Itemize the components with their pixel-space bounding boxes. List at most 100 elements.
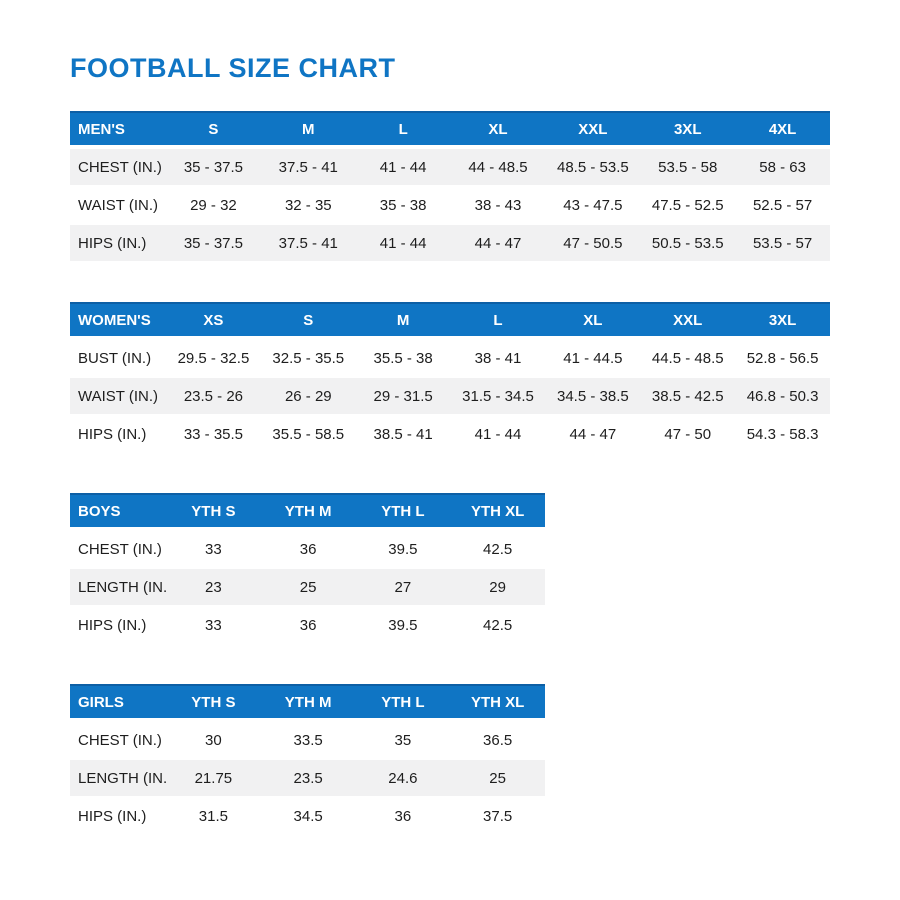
column-header: YTH L (381, 502, 425, 520)
cell-value: 46.8 - 50.3 (746, 387, 819, 405)
cell-value: 23.5 - 26 (183, 387, 244, 405)
cell-value: 38.5 - 41 (373, 425, 433, 443)
cell-value: 37.5 - 41 (278, 234, 338, 252)
table-group-label: MEN'S (78, 120, 125, 138)
cell-value: 23.5 (293, 769, 323, 787)
cell-value: 44 - 48.5 (468, 158, 528, 176)
row-label: HIPS (IN.) (78, 425, 147, 443)
column-header: YTH XL (470, 502, 525, 520)
cell-value: 54.3 - 58.3 (746, 425, 819, 443)
cell-value: 26 - 29 (284, 387, 332, 405)
cell-value: 43 - 47.5 (563, 196, 623, 214)
table-row: WAIST (IN.) 23.5 - 26 26 - 29 29 - 31.5 31.5… (70, 378, 830, 414)
column-header: 4XL (768, 120, 797, 138)
column-header: M (302, 120, 315, 138)
cell-value: 35 - 37.5 (183, 158, 244, 176)
cell-value: 37.5 - 41 (278, 158, 338, 176)
table-row: CHEST (IN.) 30 33.5 35 36.5 (70, 722, 545, 758)
column-header: S (303, 311, 314, 329)
cell-value: 36 (299, 540, 317, 558)
row-label: WAIST (IN.) (78, 196, 158, 214)
cell-value: 32 - 35 (284, 196, 332, 214)
cell-value: 33 (205, 616, 222, 634)
cell-value: 34.5 - 38.5 (557, 387, 629, 405)
cell-value: 34.5 (293, 807, 323, 825)
cell-value: 32.5 - 35.5 (272, 349, 345, 367)
cell-value: 37.5 (483, 807, 513, 825)
cell-value: 29 - 31.5 (373, 387, 433, 405)
cell-value: 39.5 (388, 540, 418, 558)
column-header: YTH L (381, 693, 425, 711)
column-header: YTH S (191, 502, 236, 520)
cell-value: 33 - 35.5 (183, 425, 244, 443)
table-row: BUST (IN.) 29.5 - 32.5 32.5 - 35.5 35.5 - 3… (70, 340, 830, 376)
cell-value: 41 - 44 (379, 234, 427, 252)
cell-value: 41 - 44 (379, 158, 427, 176)
table-row: LENGTH (IN.) 21.75 23.5 24.6 25 (70, 760, 545, 796)
table-row: WAIST (IN.) 29 - 32 32 - 35 35 - 38 38 - 43 4… (70, 187, 830, 223)
row-label: BUST (IN.) (78, 349, 152, 367)
cell-value: 44 - 47 (569, 425, 617, 443)
cell-value: 33.5 (293, 731, 323, 749)
table-group-label: BOYS (78, 502, 121, 520)
cell-value: 38.5 - 42.5 (651, 387, 724, 405)
cell-value: 48.5 - 53.5 (557, 158, 629, 176)
size-table-mens: MEN'S S M L XL XXL 3XL 4XL CHEST (IN.) 35 - 37.… (70, 111, 830, 261)
column-header: 3XL (673, 120, 702, 138)
cell-value: 42.5 (483, 616, 513, 634)
cell-value: 52.8 - 56.5 (746, 349, 819, 367)
row-label: WAIST (IN.) (78, 387, 158, 405)
row-label: HIPS (IN.) (78, 807, 147, 825)
cell-value: 29 (489, 578, 506, 596)
cell-value: 33 (205, 540, 222, 558)
size-table-womens: WOMEN'S XS S M L XL XXL 3XL BUST (IN.) 29.5 - 3… (70, 302, 830, 452)
column-header: YTH M (284, 693, 332, 711)
cell-value: 38 - 43 (474, 196, 522, 214)
column-header: YTH S (191, 693, 236, 711)
column-header: XXL (578, 120, 608, 138)
table-group-label: GIRLS (78, 693, 124, 711)
column-header: L (493, 311, 503, 329)
column-header: XL (488, 120, 508, 138)
cell-value: 25 (489, 769, 506, 787)
cell-value: 53.5 - 58 (658, 158, 718, 176)
table-row: CHEST (IN.) 35 - 37.5 37.5 - 41 41 - 44 44 -… (70, 149, 830, 185)
cell-value: 29 - 32 (190, 196, 237, 214)
column-header: 3XL (768, 311, 797, 329)
cell-value: 29.5 - 32.5 (177, 349, 250, 367)
column-header: L (398, 120, 408, 138)
cell-value: 41 - 44.5 (563, 349, 623, 367)
cell-value: 47 - 50.5 (563, 234, 623, 252)
table-header-row: BOYS YTH S YTH M YTH L YTH XL (70, 493, 545, 527)
cell-value: 44 - 47 (474, 234, 522, 252)
column-header: XXL (673, 311, 703, 329)
table-row: CHEST (IN.) 33 36 39.5 42.5 (70, 531, 545, 567)
cell-value: 31.5 (198, 807, 228, 825)
table-header-row: GIRLS YTH S YTH M YTH L YTH XL (70, 684, 545, 718)
row-label: CHEST (IN.) (78, 540, 162, 558)
table-row: HIPS (IN.) 35 - 37.5 37.5 - 41 41 - 44 44 - … (70, 225, 830, 261)
row-label: HIPS (IN.) (78, 616, 147, 634)
column-header: XL (583, 311, 603, 329)
row-label: CHEST (IN.) (78, 731, 162, 749)
cell-value: 36 (299, 616, 317, 634)
cell-value: 25 (299, 578, 317, 596)
table-row: HIPS (IN.) 33 - 35.5 35.5 - 58.5 38.5 - 41 4… (70, 416, 830, 452)
cell-value: 38 - 41 (474, 349, 522, 367)
cell-value: 30 (205, 731, 222, 749)
cell-value: 27 (394, 578, 412, 596)
table-group-label: WOMEN'S (78, 311, 151, 329)
table-row: LENGTH (IN.) 23 25 27 29 (70, 569, 545, 605)
row-label: CHEST (IN.) (78, 158, 162, 176)
row-label: HIPS (IN.) (78, 234, 147, 252)
cell-value: 47 - 50 (664, 425, 712, 443)
cell-value: 44.5 - 48.5 (651, 349, 724, 367)
row-label: LENGTH (IN.) (78, 578, 166, 596)
table-header-row: WOMEN'S XS S M L XL XXL 3XL (70, 302, 830, 336)
cell-value: 41 - 44 (474, 425, 522, 443)
cell-value: 42.5 (483, 540, 513, 558)
column-header: YTH M (284, 502, 332, 520)
cell-value: 52.5 - 57 (752, 196, 813, 214)
table-header-row: MEN'S S M L XL XXL 3XL 4XL (70, 111, 830, 145)
